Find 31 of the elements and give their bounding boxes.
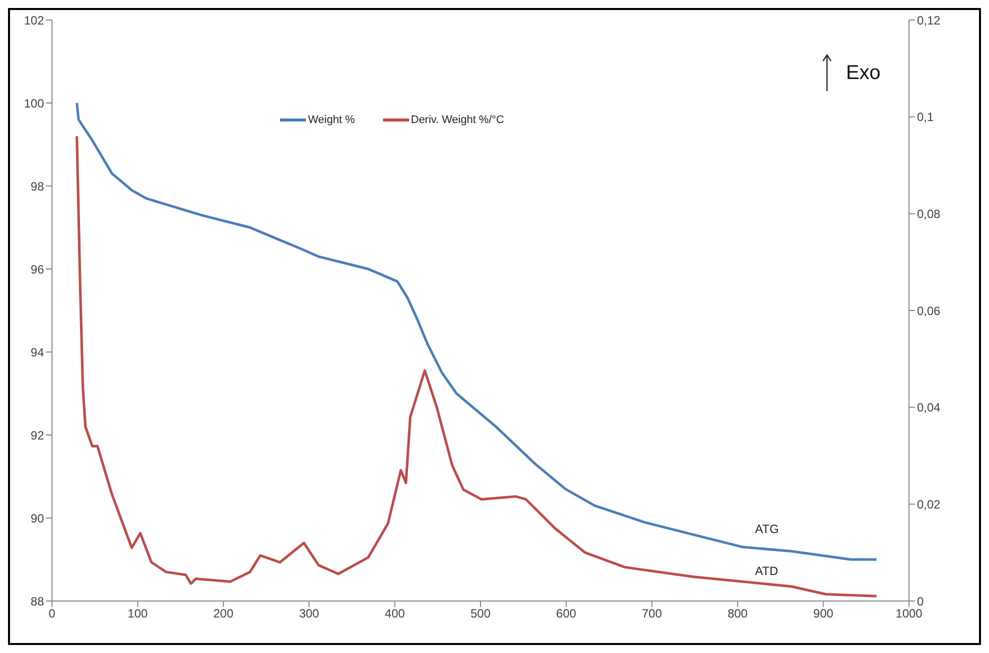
y-tick-label: 92 bbox=[30, 428, 44, 442]
y2-tick-label: 0,04 bbox=[917, 400, 941, 415]
y2-tick-label: 0,1 bbox=[917, 110, 934, 124]
x-tick-label: 300 bbox=[299, 606, 320, 621]
x-tick-label: 600 bbox=[556, 606, 577, 621]
annotation: ATD bbox=[755, 564, 778, 578]
x-tick-label: 700 bbox=[642, 606, 662, 621]
x-tick-label: 200 bbox=[213, 606, 234, 621]
x-tick-label: 400 bbox=[384, 606, 406, 621]
y-tick-label: 100 bbox=[24, 96, 44, 110]
annotation: Exo bbox=[846, 62, 880, 84]
y2-tick-label: 0 bbox=[917, 594, 924, 608]
legend-label: Deriv. Weight %/°C bbox=[410, 114, 504, 126]
y2-tick-label: 0,12 bbox=[917, 13, 941, 28]
x-tick-label: 800 bbox=[728, 606, 748, 621]
legend-label: Weight % bbox=[308, 114, 355, 126]
x-tick-label: 0 bbox=[48, 606, 56, 621]
y2-tick-label: 0,08 bbox=[917, 206, 941, 221]
y-tick-label: 90 bbox=[30, 511, 44, 526]
x-tick-label: 900 bbox=[813, 606, 834, 621]
annotation: ATG bbox=[755, 522, 779, 536]
x-tick-label: 500 bbox=[470, 606, 491, 621]
y-tick-label: 98 bbox=[30, 179, 44, 194]
x-tick-label: 100 bbox=[128, 606, 148, 621]
y-tick-label: 88 bbox=[30, 594, 44, 608]
y2-tick-label: 0,06 bbox=[917, 304, 941, 318]
y2-tick-label: 0,02 bbox=[917, 497, 941, 512]
x-tick-label: 1000 bbox=[896, 606, 923, 621]
y-tick-label: 94 bbox=[30, 345, 44, 360]
y-tick-label: 102 bbox=[24, 13, 44, 28]
y-tick-label: 96 bbox=[30, 262, 44, 276]
